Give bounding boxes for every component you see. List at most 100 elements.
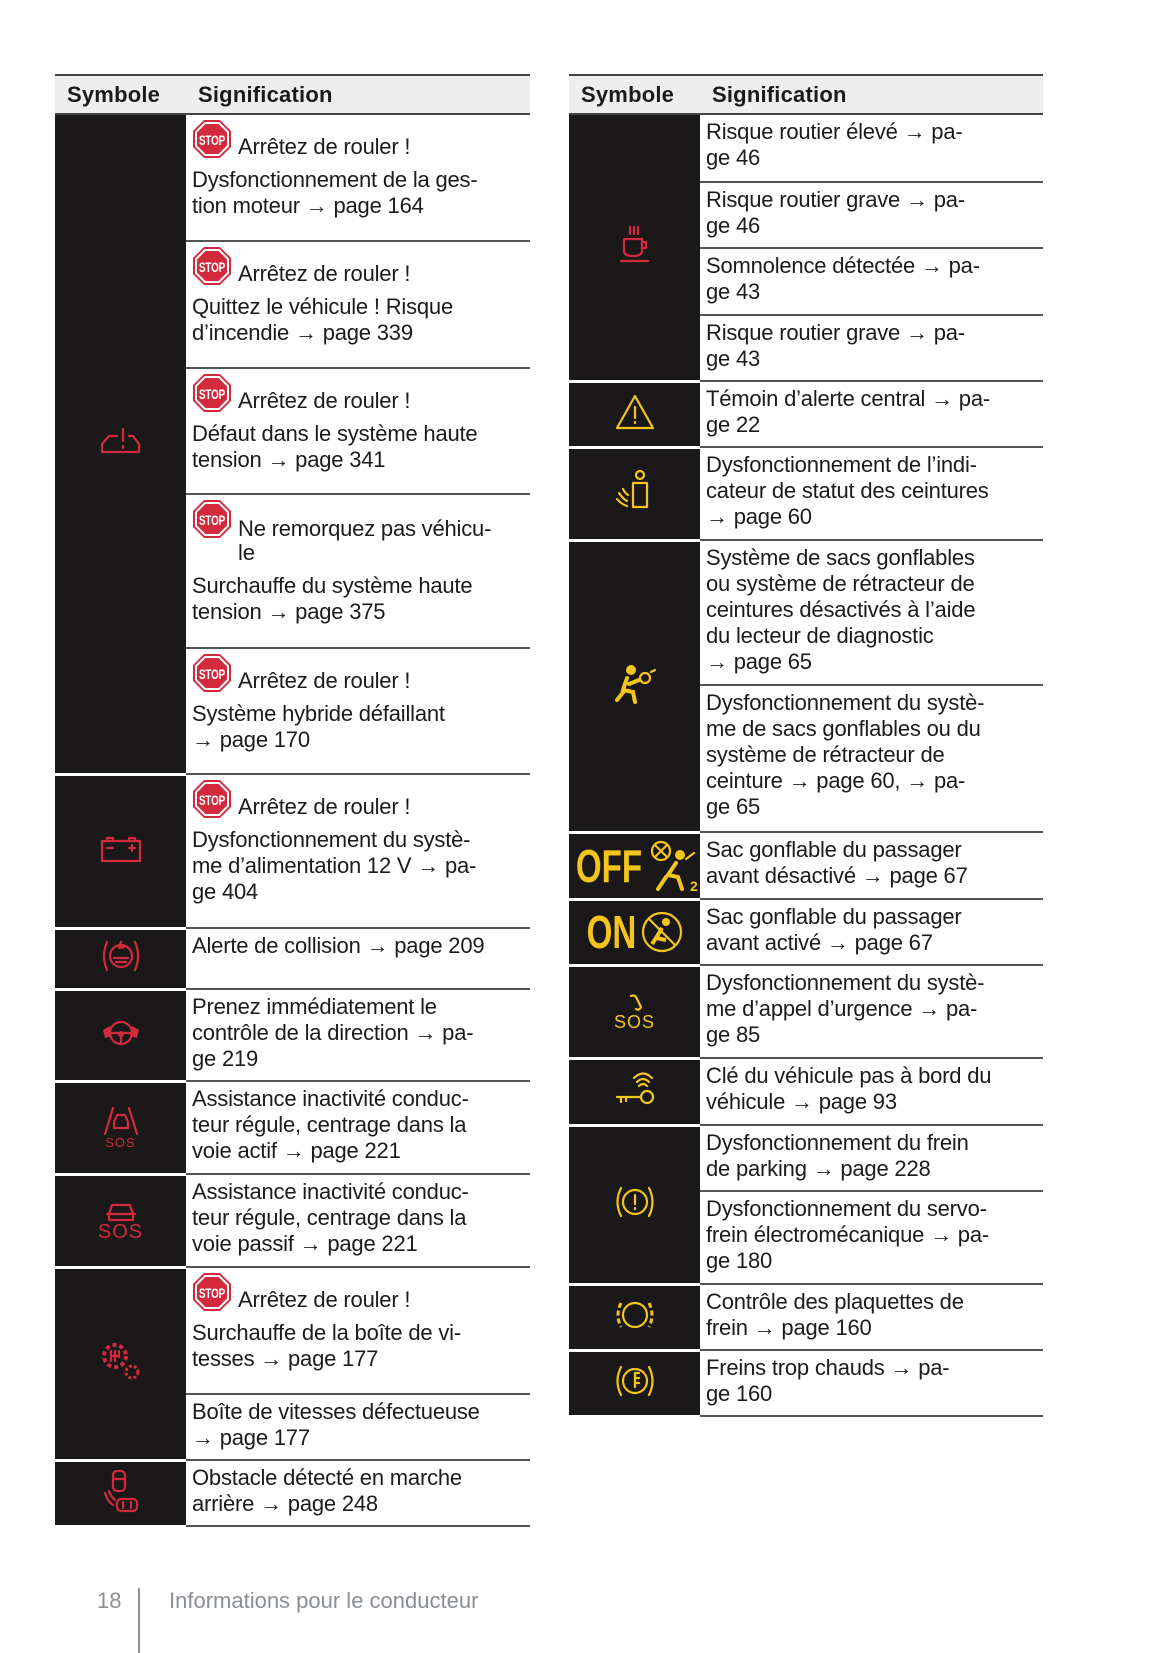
- meaning-text: Dysfonctionnement du frein de parking → …: [706, 1130, 969, 1181]
- icon-label: ON: [586, 906, 637, 958]
- meaning-cell: Boîte de vitesses défectueuse → page 177: [186, 1394, 530, 1461]
- stop-warning-text: Ne remorquez pas véhicu- le: [238, 516, 492, 565]
- table-row: OFF 2 Sac gonflable du passager avant désa…: [569, 832, 1043, 901]
- stop-warning: STOP Arrêtez de rouler !: [192, 246, 524, 286]
- table-row: Dysfonctionnement du servo- frein électr…: [569, 1191, 1043, 1285]
- table-row: STOP Ne remorquez pas véhicu- le Surchauff…: [55, 494, 530, 649]
- table-row: Boîte de vitesses défectueuse → page 177: [55, 1394, 530, 1461]
- meaning-text: Dysfonctionnement du servo- frein électr…: [706, 1196, 989, 1273]
- table-row: Somnolence détectée → pa- ge 43: [569, 248, 1043, 316]
- brake-hot-icon: [613, 1361, 657, 1401]
- table-row: Risque routier grave → pa- ge 43: [569, 315, 1043, 382]
- transmission-gear-icon: [99, 1339, 143, 1383]
- header-symbol: Symbole: [569, 74, 700, 115]
- table-row: STOP Arrêtez de rouler ! Système hybride d…: [55, 648, 530, 775]
- meaning-cell: STOP Ne remorquez pas véhicu- le Surchauff…: [186, 494, 530, 649]
- meaning-cell: Obstacle détecté en marche arrière → pag…: [186, 1460, 530, 1527]
- table-row: Obstacle détecté en marche arrière → pag…: [55, 1460, 530, 1528]
- symbol-cell: [569, 1284, 700, 1352]
- meaning-cell: Dysfonctionnement du systè- me de sacs g…: [700, 685, 1043, 833]
- table-row: Clé du véhicule pas à bord du véhicule →…: [569, 1058, 1043, 1127]
- meaning-text: Contrôle des plaquettes de frein → page …: [706, 1289, 964, 1340]
- meaning-cell: Somnolence détectée → pa- ge 43: [700, 248, 1043, 316]
- airbag-icon: [613, 664, 657, 704]
- meaning-text: Risque routier grave → pa- ge 43: [706, 320, 965, 371]
- stop-warning-text: Arrêtez de rouler !: [238, 388, 411, 413]
- car-sos-icon: [103, 1200, 139, 1222]
- table-row: STOP Arrêtez de rouler ! Défaut dans le sy…: [55, 368, 530, 495]
- meaning-cell: Risque routier grave → pa- ge 43: [700, 315, 1043, 382]
- icon-label: OFF: [575, 839, 642, 892]
- table-row: SOS Dysfonctionnement du systè- me d’appe…: [569, 965, 1043, 1060]
- meaning-text: Boîte de vitesses défectueuse → page 177: [192, 1399, 480, 1450]
- meaning-text: Obstacle détecté en marche arrière → pag…: [192, 1465, 462, 1516]
- svg-text:STOP: STOP: [199, 1285, 225, 1301]
- table-row: Risque routier grave → pa- ge 46: [569, 182, 1043, 249]
- airbag-off-icon: 2: [648, 839, 698, 894]
- symbol-cell: [569, 114, 700, 383]
- stop-warning-text: Arrêtez de rouler !: [238, 668, 411, 693]
- svg-text:2: 2: [690, 878, 698, 893]
- meaning-cell: STOP Arrêtez de rouler ! Surchauffe de la …: [186, 1267, 530, 1395]
- svg-text:STOP: STOP: [199, 666, 225, 682]
- symbol-cell: SOS: [569, 965, 700, 1060]
- meaning-text: Dysfonctionnement du systè- me d’aliment…: [192, 827, 477, 904]
- symbol-cell: [55, 114, 186, 776]
- warning-triangle-icon: [614, 393, 656, 431]
- meaning-cell: Prenez immédiatement le contrôle de la d…: [186, 989, 530, 1082]
- meaning-cell: Système de sacs gonflables ou système de…: [700, 540, 1043, 686]
- header-meaning: Signification: [700, 74, 1043, 115]
- symbol-cell: ON: [569, 899, 700, 967]
- meaning-cell: Freins trop chauds → pa- ge 160: [700, 1350, 1043, 1417]
- meaning-cell: STOP Arrêtez de rouler ! Système hybride d…: [186, 648, 530, 775]
- table-row: Témoin d’alerte central → pa- ge 22: [569, 381, 1043, 449]
- meaning-text: Somnolence détectée → pa- ge 43: [706, 253, 980, 304]
- table-row: Système de sacs gonflables ou système de…: [569, 540, 1043, 834]
- meaning-text: Assistance inactivité conduc- teur régul…: [192, 1179, 469, 1256]
- symbol-cell: SOS: [55, 1081, 186, 1176]
- meaning-text: Sac gonflable du passager avant désactiv…: [706, 837, 968, 888]
- stop-warning: STOP Arrêtez de rouler !: [192, 1272, 524, 1312]
- stop-sign-icon: STOP: [193, 247, 231, 285]
- table-row: Dysfonctionnement du systè- me de sacs g…: [569, 685, 1043, 833]
- meaning-cell: Assistance inactivité conduc- teur régul…: [186, 1081, 530, 1175]
- stop-warning: STOP Arrêtez de rouler !: [192, 119, 524, 159]
- meaning-text: Prenez immédiatement le contrôle de la d…: [192, 994, 474, 1071]
- meaning-text: Dysfonctionnement de la ges- tion moteur…: [192, 167, 478, 218]
- icon-label: SOS: [97, 1220, 144, 1243]
- stop-warning-text: Arrêtez de rouler !: [238, 134, 411, 159]
- table-row: ON Sac gonflable du passager avant activé…: [569, 899, 1043, 967]
- battery-icon: [100, 835, 142, 863]
- table-row: Alerte de collision → page 209: [55, 928, 530, 991]
- table-row: Freins trop chauds → pa- ge 160: [569, 1350, 1043, 1418]
- meaning-cell: Dysfonctionnement de l’indi- cateur de s…: [700, 447, 1043, 541]
- meaning-cell: STOP Arrêtez de rouler ! Défaut dans le sy…: [186, 368, 530, 495]
- svg-text:STOP: STOP: [199, 386, 225, 402]
- brake-pads-icon: [613, 1295, 657, 1335]
- meaning-text: Assistance inactivité conduc- teur régul…: [192, 1086, 469, 1163]
- svg-text:STOP: STOP: [199, 792, 225, 808]
- meaning-text: Défaut dans le système haute tension → p…: [192, 421, 478, 472]
- meaning-text: Système de sacs gonflables ou système de…: [706, 545, 976, 674]
- symbol-table-left: Symbole Signification STOP Arrêtez de rou…: [55, 74, 530, 1528]
- meaning-cell: Risque routier grave → pa- ge 46: [700, 182, 1043, 249]
- meaning-cell: STOP Arrêtez de rouler ! Quittez le véhicu…: [186, 241, 530, 369]
- icon-label: SOS: [613, 1011, 655, 1032]
- meaning-text: Système hybride défaillant → page 170: [192, 701, 445, 752]
- table-row: Prenez immédiatement le contrôle de la d…: [55, 989, 530, 1083]
- emergency-call-icon: [617, 993, 651, 1013]
- page-number: 18: [97, 1588, 122, 1613]
- stop-warning: STOP Arrêtez de rouler !: [192, 653, 524, 693]
- stop-warning: STOP Ne remorquez pas véhicu- le: [192, 499, 524, 565]
- table-row: Risque routier élevé → pa- ge 46: [569, 114, 1043, 383]
- table-row: STOP Arrêtez de rouler ! Surchauffe de la …: [55, 1267, 530, 1462]
- meaning-cell: Dysfonctionnement du systè- me d’appel d…: [700, 965, 1043, 1059]
- symbol-table-right: Symbole Signification Risque routier éle…: [569, 74, 1043, 1418]
- stop-sign-icon: STOP: [193, 500, 231, 538]
- meaning-text: Témoin d’alerte central → pa- ge 22: [706, 386, 990, 437]
- meaning-text: Freins trop chauds → pa- ge 160: [706, 1355, 950, 1406]
- symbol-cell: [569, 1058, 700, 1127]
- symbol-cell: [569, 1350, 700, 1418]
- table-row: Dysfonctionnement de l’indi- cateur de s…: [569, 447, 1043, 542]
- stop-sign-icon: STOP: [193, 374, 231, 412]
